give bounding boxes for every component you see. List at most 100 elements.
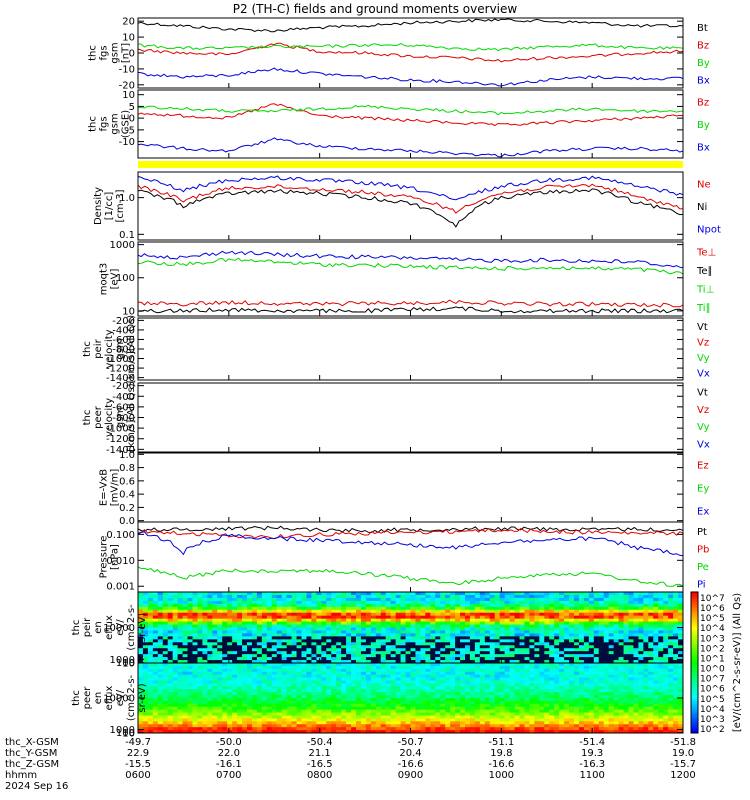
heatmap-cell bbox=[489, 686, 496, 690]
heatmap-cell bbox=[658, 645, 664, 649]
heatmap-cell bbox=[232, 600, 238, 605]
heatmap-cell bbox=[489, 603, 496, 608]
heatmap-cell bbox=[529, 606, 535, 611]
heatmap-cell bbox=[227, 621, 233, 626]
heatmap-cell bbox=[301, 674, 307, 679]
heatmap-cell bbox=[420, 630, 426, 634]
heatmap-cell bbox=[430, 695, 436, 699]
heatmap-cell bbox=[341, 592, 347, 596]
heatmap-cell bbox=[504, 718, 511, 722]
heatmap-cell bbox=[232, 709, 238, 714]
ylabel-line: eV/ bbox=[115, 619, 126, 636]
heatmap-cell bbox=[192, 712, 198, 716]
series-By bbox=[137, 43, 684, 52]
heatmap-cell bbox=[316, 677, 322, 681]
heatmap-cell bbox=[237, 718, 243, 722]
heatmap-cell bbox=[668, 654, 674, 658]
heatmap-cell bbox=[678, 594, 684, 599]
heatmap-cell bbox=[504, 671, 511, 676]
heatmap-cell bbox=[316, 730, 322, 734]
heatmap-cell bbox=[450, 712, 456, 716]
heatmap-cell bbox=[162, 712, 169, 716]
heatmap-cell bbox=[658, 603, 664, 608]
heatmap-cell bbox=[242, 698, 248, 702]
heatmap-cell bbox=[157, 600, 164, 605]
heatmap-cell bbox=[375, 668, 382, 673]
heatmap-cell bbox=[469, 594, 476, 599]
heatmap-cell bbox=[326, 703, 332, 708]
heatmap-cell bbox=[331, 674, 337, 679]
heatmap-cell bbox=[569, 606, 575, 611]
heatmap-cell bbox=[623, 609, 629, 614]
heatmap-cell bbox=[375, 695, 382, 699]
heatmap-cell bbox=[484, 686, 491, 690]
heatmap-cell bbox=[494, 668, 501, 673]
heatmap-cell bbox=[351, 689, 357, 693]
heatmap-cell bbox=[504, 609, 511, 614]
heatmap-cell bbox=[217, 624, 223, 628]
heatmap-cell bbox=[301, 651, 307, 655]
heatmap-cell bbox=[370, 727, 377, 731]
heatmap-cell bbox=[593, 648, 600, 652]
heatmap-cell bbox=[509, 633, 516, 637]
heatmap-cell bbox=[440, 721, 446, 725]
heatmap-cell bbox=[559, 592, 565, 596]
heatmap-cell bbox=[385, 648, 392, 652]
heatmap-cell bbox=[514, 715, 520, 719]
heatmap-cell bbox=[232, 698, 238, 702]
heatmap-cell bbox=[425, 689, 431, 693]
heatmap-cell bbox=[336, 609, 342, 614]
heatmap-cell bbox=[152, 663, 159, 667]
series-Pt bbox=[137, 525, 684, 533]
heatmap-cell bbox=[187, 724, 193, 728]
heatmap-cell bbox=[177, 627, 184, 631]
heatmap-cell bbox=[400, 709, 407, 714]
heatmap-cell bbox=[217, 618, 223, 623]
heatmap-cell bbox=[276, 730, 283, 734]
heatmap-cell bbox=[162, 665, 169, 670]
heatmap-cell bbox=[519, 692, 525, 696]
heatmap-cell bbox=[430, 633, 436, 637]
heatmap-cell bbox=[509, 645, 516, 649]
heatmap-cell bbox=[152, 703, 159, 708]
heatmap-cell bbox=[157, 712, 164, 716]
heatmap-cell bbox=[474, 674, 481, 679]
heatmap-cell bbox=[341, 597, 347, 602]
heatmap-cell bbox=[638, 633, 644, 637]
heatmap-cell bbox=[554, 712, 560, 716]
heatmap-cell bbox=[356, 645, 362, 649]
heatmap-cell bbox=[499, 609, 506, 614]
heatmap-cell bbox=[559, 665, 565, 670]
heatmap-cell bbox=[286, 642, 293, 646]
heatmap-cell bbox=[187, 721, 193, 725]
heatmap-cell bbox=[142, 695, 149, 699]
heatmap-cell bbox=[311, 706, 317, 711]
heatmap-cell bbox=[494, 692, 501, 696]
heatmap-cell bbox=[202, 651, 208, 655]
heatmap-cell bbox=[162, 695, 169, 699]
heatmap-cell bbox=[167, 594, 174, 599]
heatmap-cell bbox=[286, 609, 293, 614]
heatmap-cell bbox=[524, 724, 530, 728]
heatmap-cell bbox=[222, 618, 228, 623]
heatmap-cell bbox=[380, 668, 387, 673]
series-Ti∥ bbox=[137, 257, 684, 275]
heatmap-cell bbox=[569, 663, 575, 667]
heatmap-cell bbox=[499, 645, 506, 649]
heatmap-cell bbox=[311, 615, 317, 620]
heatmap-cell bbox=[390, 668, 397, 673]
heatmap-cell bbox=[331, 609, 337, 614]
heatmap-cell bbox=[489, 639, 496, 643]
heatmap-cell bbox=[415, 627, 421, 631]
heatmap-cell bbox=[296, 680, 302, 684]
heatmap-cell bbox=[306, 721, 312, 725]
heatmap-cell bbox=[395, 677, 402, 681]
heatmap-cell bbox=[643, 651, 649, 655]
heatmap-cell bbox=[450, 668, 456, 673]
heatmap-cell bbox=[217, 633, 223, 637]
heatmap-cell bbox=[539, 615, 545, 620]
heatmap-cell bbox=[405, 683, 411, 687]
heatmap-cell bbox=[400, 680, 407, 684]
heatmap-cell bbox=[162, 692, 169, 696]
